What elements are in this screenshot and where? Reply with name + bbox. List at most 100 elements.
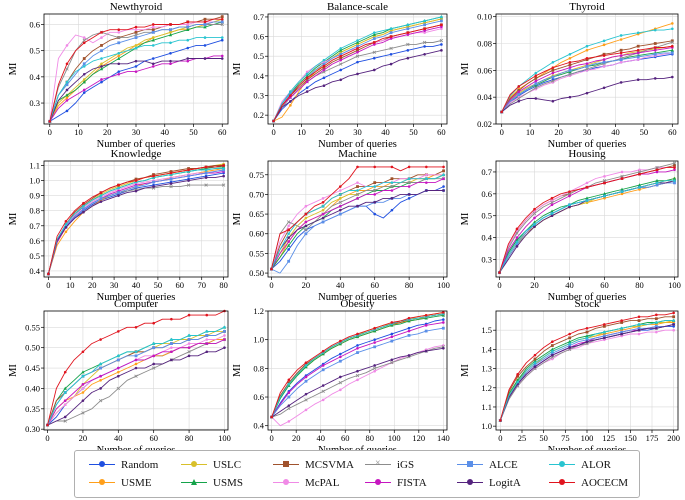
x-tick-label: 20 [325,127,334,137]
data-point [304,228,308,232]
data-point [169,23,172,26]
data-point [620,174,624,179]
x-tick-label: 100 [581,433,594,443]
data-point [533,210,536,213]
data-point [322,62,326,66]
x-tick-label: 80 [185,433,194,443]
data-point [169,177,173,181]
data-point [515,242,519,246]
data-point [99,366,103,370]
y-tick-label: 0.5 [29,46,40,56]
data-point [390,177,394,181]
data-point [134,30,138,34]
series-alce [46,329,226,427]
legend-item-fista: FISTA [365,476,455,490]
x-tick-label: 60 [176,280,185,290]
data-point [151,25,155,29]
legend-item-alce: ALCE [457,458,547,472]
data-point [672,176,677,180]
data-point [655,321,658,324]
data-point [187,338,191,341]
x-tick-label: 20 [88,280,97,290]
data-point [440,43,443,46]
data-point [339,339,342,343]
chart-title: Balance-scale [327,1,388,13]
data-point [423,52,426,56]
series-line [271,314,444,418]
data-point [321,216,325,220]
data-point [670,51,674,55]
data-point [424,349,428,353]
data-point [151,38,155,42]
data-point [533,216,536,220]
x-tick-label: 60 [341,433,350,443]
data-point [442,346,445,350]
data-point [602,86,606,90]
data-point [638,185,641,189]
data-point [568,332,571,336]
series-line [271,178,444,270]
data-point [82,65,86,68]
data-point [619,34,623,37]
data-point [620,332,623,336]
data-point [440,15,443,19]
series-igs [497,161,677,275]
data-point [532,211,537,216]
series-aocecm [48,17,224,123]
y-tick-label: 0.2 [253,110,264,120]
data-point [373,369,376,373]
data-point [82,88,86,92]
series-mcpal [46,334,226,427]
legend-label: LogitA [489,477,521,489]
data-point [289,104,292,107]
x-tick-label: 0 [48,127,52,137]
data-point [222,174,225,178]
x-tick-label: 40 [565,280,574,290]
data-point [170,317,173,321]
data-point [585,201,589,204]
data-point [585,91,589,95]
data-point [655,168,659,172]
data-point [619,48,623,52]
series-fista [48,54,224,123]
data-point [203,17,207,21]
data-point [619,51,623,55]
data-point [425,177,428,180]
y-tick-label: 0.4 [253,71,264,81]
data-point [100,80,103,84]
data-point [117,51,121,55]
data-point [407,193,411,196]
data-point [602,54,606,57]
data-point [602,324,606,328]
x-tick-label: 30 [110,280,119,290]
data-point [568,56,572,60]
data-point [64,230,68,234]
data-point [134,70,138,73]
data-point [423,31,426,34]
data-point [304,216,308,220]
data-point [82,204,85,208]
data-point [117,56,121,60]
data-point [636,31,640,35]
data-point [568,194,571,198]
data-point [517,93,521,96]
y-tick-label: 1.1 [29,161,40,171]
data-point [619,60,623,64]
data-point [603,338,606,342]
data-point [620,326,623,330]
data-point [671,75,674,79]
data-point [220,20,224,24]
y-axis-label: MI [8,212,19,225]
data-point [655,165,659,170]
data-point [533,357,537,361]
plot-frame [267,160,448,278]
legend-marker [559,461,565,467]
data-point [637,315,641,319]
data-point [46,423,49,427]
x-tick-label: 10 [526,127,535,137]
data-point [568,60,572,64]
panel-newthyroid: 0 10 20 30 40 50 60 0.3 0.4 0.5 0.6 Newthyroid Numbe… [8,1,229,150]
legend-marker [190,479,197,485]
data-point [99,194,103,197]
data-point [187,179,190,182]
